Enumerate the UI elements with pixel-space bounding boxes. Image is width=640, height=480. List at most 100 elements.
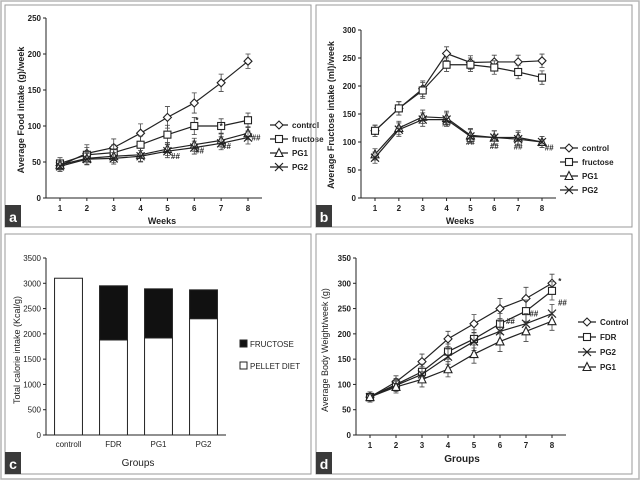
panel-a-legend-label: PG2	[292, 163, 309, 172]
panel-b-legend-label: control	[582, 144, 609, 153]
panel-d-data-point	[547, 286, 557, 295]
panel-d-x-tick-label: 8	[550, 441, 555, 450]
panel-d-data-point	[469, 337, 479, 346]
panel-b-legend-label: PG1	[582, 172, 599, 181]
panel-b-significance-mark: ##	[514, 142, 523, 151]
panel-d-legend: Control FDR PG2 PG1	[578, 317, 628, 372]
panel-c-legend-label: FRUCTOSE	[250, 340, 294, 349]
panel-c-y-tick-label: 0	[37, 431, 42, 440]
panel-a-x-tick-label: 3	[111, 204, 116, 213]
panel-c-x-tick-label: PG1	[150, 440, 167, 449]
panel-c-bar-controll-pellet-diet	[54, 277, 83, 436]
panel-b-frame	[315, 4, 633, 228]
panel-b-legend: control fructose PG1 PG2	[560, 143, 614, 195]
panel-b-data-point	[466, 131, 475, 141]
panel-b-y-axis-label: Average Fructose intake (ml)/week	[326, 40, 336, 189]
panel-b-letter: b	[320, 209, 329, 225]
panel-c-y-tick-label: 3000	[23, 279, 41, 288]
panel-a-data-point	[109, 153, 119, 163]
panel-a-x-tick-label: 6	[192, 204, 197, 213]
panel-b-data-point	[490, 63, 499, 72]
panel-d-legend-marker	[582, 332, 592, 342]
panel-c-letter-box	[5, 452, 21, 474]
panel-b-significance-mark: ##	[466, 138, 475, 147]
panel-a-data-point	[189, 143, 199, 153]
panel-d-data-point	[391, 381, 401, 392]
panel-b-axes: 0 50 100 150 200 250 300 1 2 3 4 5 6 7 8	[343, 26, 556, 213]
panel-d-legend-label: FDR	[600, 333, 617, 342]
panel-a-letter-box	[5, 205, 21, 227]
panel-b-y-tick-label: 0	[352, 194, 357, 203]
panel-a-series-line	[59, 132, 249, 166]
panel-a-food-intake-chart: 0 50 100 150 200 250 1 2 3 4 5 6 7 8 control fructose P…	[4, 4, 324, 228]
panel-a-y-tick-label: 150	[28, 86, 42, 95]
panel-b-series-line	[374, 118, 543, 159]
panel-a-data-point	[217, 121, 226, 131]
panel-b-data-point	[370, 126, 380, 135]
panel-a-y-axis-label: Average Food intake (g)/week	[16, 46, 26, 174]
panel-b-x-tick-label: 1	[373, 204, 378, 213]
panel-c-bars	[54, 277, 218, 436]
panel-d-x-tick-label: 7	[524, 441, 529, 450]
panel-d-legend-label: Control	[600, 318, 628, 327]
panel-b-data-point	[466, 60, 475, 69]
panel-a-x-tick-label: 8	[246, 204, 251, 213]
panel-a-legend-marker	[274, 162, 284, 172]
panel-d-series	[365, 273, 557, 403]
panel-c-letter: c	[9, 456, 17, 472]
panel-b-series-fructose	[370, 57, 547, 137]
panel-a-data-point	[243, 133, 253, 142]
panel-a-legend-label: PG1	[292, 149, 309, 158]
panel-c-legend-swatch	[239, 361, 248, 370]
panel-d-axes: 0 50 100 150 200 250 300 350 1 2 3 4 5 6 7 8	[338, 254, 566, 450]
panel-d-x-tick-label: 6	[498, 441, 503, 450]
panel-a-x-tick-label: 4	[138, 204, 143, 213]
panel-a-significance-mark: *	[220, 122, 224, 131]
panel-b-y-tick-label: 300	[343, 26, 357, 35]
panel-c-bar-fdr-fructose	[99, 285, 128, 341]
panel-b-fructose-intake-chart: 0 50 100 150 200 250 300 1 2 3 4 5 6 7 8 control fructo…	[315, 4, 633, 228]
panel-c-x-axis-label: Groups	[122, 458, 155, 469]
panel-a-data-point	[190, 121, 199, 131]
panel-b-x-tick-label: 8	[540, 204, 545, 213]
panel-b-data-point	[537, 137, 547, 147]
panel-a-series-line	[59, 119, 249, 165]
panel-b-data-point	[442, 115, 451, 125]
panel-c-axes: 0 500 1000 1500 2000 2500 3000 3500 controll FDR P…	[23, 254, 226, 449]
panel-d-significance-mark: ##	[558, 299, 567, 308]
panel-d-x-tick-label: 5	[472, 441, 477, 450]
panel-a-significance-mark: ##	[222, 142, 231, 151]
panel-a-legend-label: fructose	[292, 135, 324, 144]
panel-b-y-tick-label: 100	[343, 138, 357, 147]
panel-d-x-tick-label: 2	[394, 441, 399, 450]
panel-c-bar-pg1-fructose	[144, 288, 173, 339]
panel-d-data-point	[495, 335, 505, 346]
panel-b-x-tick-label: 2	[397, 204, 402, 213]
panel-c-legend-swatch	[239, 339, 248, 348]
panel-b-legend-marker	[564, 170, 574, 181]
panel-a-series-line	[59, 136, 249, 167]
panel-c-frame	[4, 233, 312, 475]
panel-a-frame	[4, 4, 312, 228]
panel-b-letter-box	[316, 205, 332, 227]
panel-c-x-tick-label: PG2	[195, 440, 212, 449]
panel-a-data-point	[163, 130, 172, 139]
panel-b-data-point	[514, 67, 523, 77]
panel-d-y-tick-label: 150	[338, 355, 352, 364]
panel-a-significance-mark: ##	[171, 152, 180, 161]
panel-b-y-tick-label: 150	[343, 110, 357, 119]
panel-d-series-line	[369, 290, 553, 398]
panel-d-body-weight-chart: 0 50 100 150 200 250 300 350 1 2 3 4 5 6 7 8 Control FDR…	[315, 233, 633, 475]
panel-a-legend-marker	[274, 134, 284, 144]
panel-b-legend-marker	[564, 143, 574, 153]
panel-a-axes: 0 50 100 150 200 250 1 2 3 4 5 6 7 8	[28, 14, 262, 213]
panel-a-y-tick-label: 50	[32, 158, 41, 167]
panel-c-x-tick-label: controll	[56, 440, 82, 449]
panel-b-y-tick-label: 250	[343, 54, 357, 63]
panel-d-y-tick-label: 350	[338, 254, 352, 263]
panel-a-data-point	[163, 146, 172, 156]
panel-a-data-point	[136, 151, 145, 161]
panel-a-data-point	[216, 78, 226, 88]
panel-a-x-axis-label: Weeks	[148, 216, 176, 226]
panel-d-y-tick-label: 300	[338, 279, 352, 288]
